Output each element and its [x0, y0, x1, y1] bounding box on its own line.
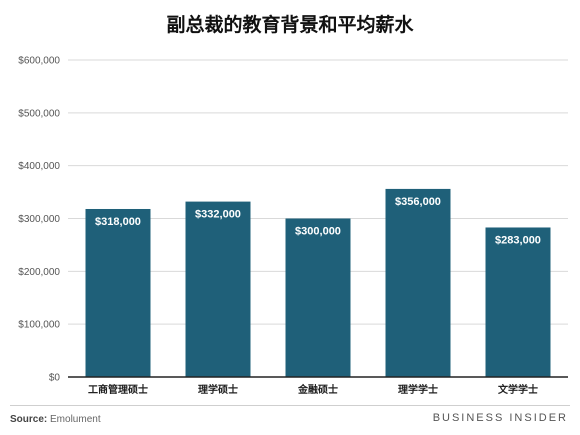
brand-logo-text: BUSINESS INSIDER — [432, 412, 568, 424]
x-tick-label: 工商管理硕士 — [88, 383, 148, 396]
bar — [185, 201, 251, 377]
y-tick-label: $400,000 — [18, 161, 60, 172]
x-tick-label: 理学硕士 — [198, 383, 238, 396]
y-tick-label: $300,000 — [18, 214, 60, 225]
bar-value-label: $283,000 — [495, 234, 541, 246]
bar — [85, 208, 151, 377]
y-tick-label: $200,000 — [18, 267, 60, 278]
chart-title: 副总裁的教育背景和平均薪水 — [166, 14, 414, 36]
x-tick-label: 文学学士 — [498, 383, 538, 396]
bar — [485, 227, 551, 377]
bar — [285, 218, 351, 377]
footer-divider — [10, 405, 570, 406]
bar-value-label: $332,000 — [195, 209, 241, 221]
y-tick-label: $500,000 — [18, 108, 60, 119]
y-tick-label: $100,000 — [18, 320, 60, 331]
bar — [385, 188, 451, 377]
x-tick-label: 理学学士 — [398, 383, 438, 396]
y-tick-label: $0 — [49, 373, 61, 384]
bar-value-label: $318,000 — [95, 216, 141, 228]
source-note: Source: Emolument — [10, 414, 101, 425]
y-tick-label: $600,000 — [18, 56, 60, 67]
bar-value-label: $300,000 — [295, 226, 341, 238]
x-tick-label: 金融硕士 — [297, 383, 338, 396]
bar-value-label: $356,000 — [395, 196, 441, 208]
source-value: Emolument — [50, 414, 101, 425]
source-label: Source: — [10, 414, 48, 425]
